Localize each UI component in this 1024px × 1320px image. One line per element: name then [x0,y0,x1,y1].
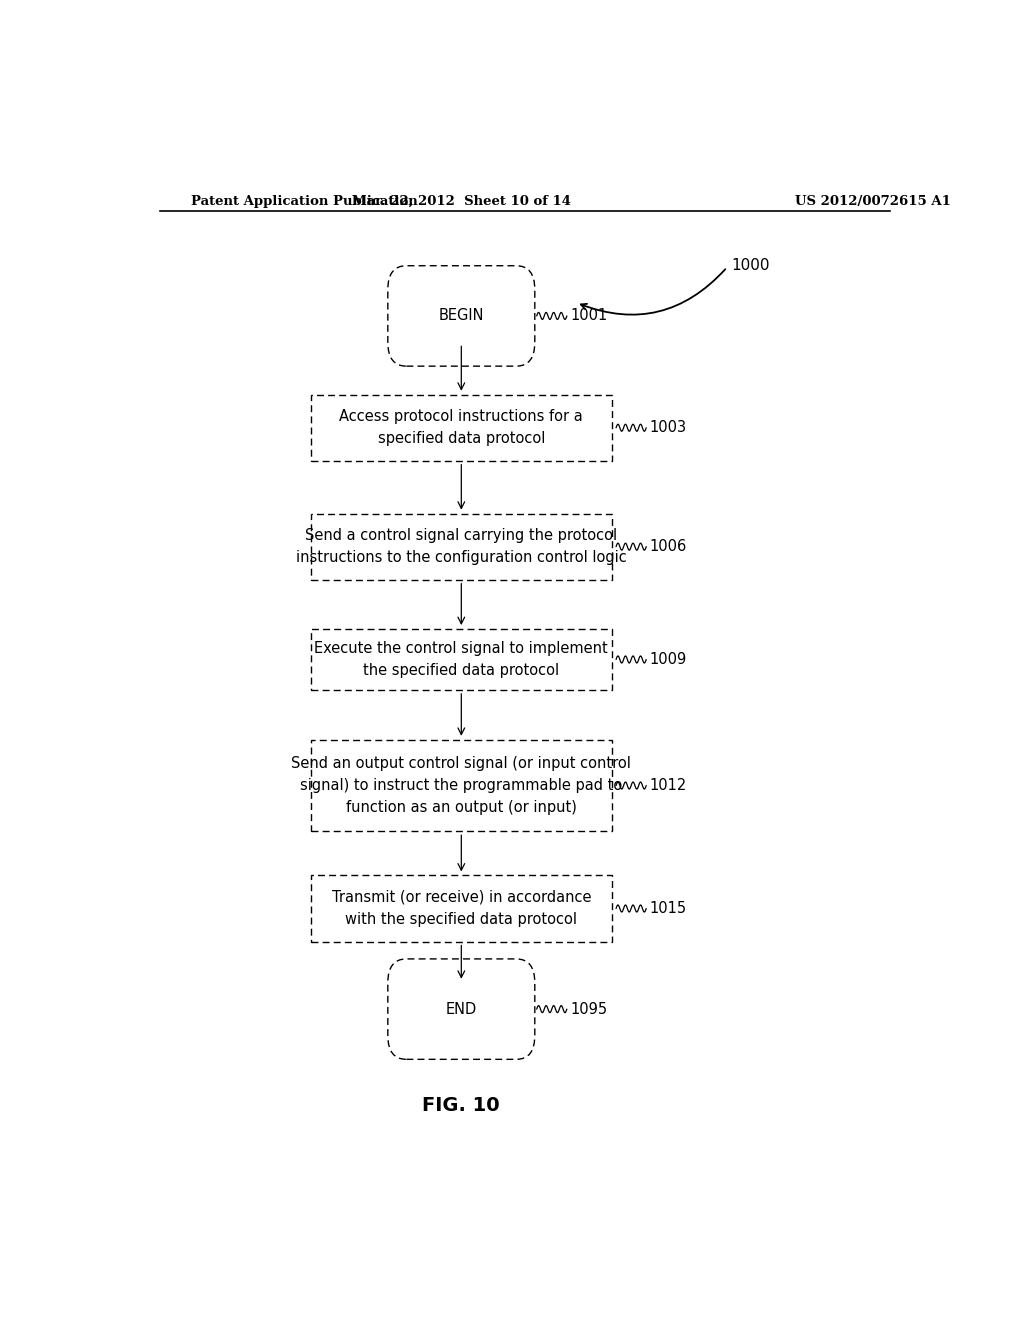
Bar [310,739,612,832]
Bar [310,395,612,461]
Text: signal) to instruct the programmable pad to: signal) to instruct the programmable pad… [300,777,623,793]
Text: specified data protocol: specified data protocol [378,432,545,446]
Text: 1000: 1000 [731,257,770,273]
Text: BEGIN: BEGIN [438,309,484,323]
Text: instructions to the configuration control logic: instructions to the configuration contro… [296,550,627,565]
FancyBboxPatch shape [388,265,535,366]
Text: with the specified data protocol: with the specified data protocol [345,912,578,927]
Bar [310,513,612,579]
Text: the specified data protocol: the specified data protocol [364,663,559,678]
Text: 1003: 1003 [649,420,686,436]
Text: Execute the control signal to implement: Execute the control signal to implement [314,640,608,656]
Text: Patent Application Publication: Patent Application Publication [191,194,418,207]
Text: US 2012/0072615 A1: US 2012/0072615 A1 [795,194,950,207]
Text: 1015: 1015 [649,902,686,916]
Text: Access protocol instructions for a: Access protocol instructions for a [339,409,584,424]
Text: END: END [445,1002,477,1016]
Text: function as an output (or input): function as an output (or input) [346,800,577,816]
Text: 1001: 1001 [570,309,607,323]
Text: 1095: 1095 [570,1002,607,1016]
Bar [310,630,612,690]
Text: Mar. 22, 2012  Sheet 10 of 14: Mar. 22, 2012 Sheet 10 of 14 [352,194,570,207]
Text: FIG. 10: FIG. 10 [423,1096,500,1115]
Text: Send a control signal carrying the protocol: Send a control signal carrying the proto… [305,528,617,543]
Text: 1012: 1012 [649,777,687,793]
Text: 1009: 1009 [649,652,687,667]
Text: Transmit (or receive) in accordance: Transmit (or receive) in accordance [332,890,591,904]
Text: 1006: 1006 [649,539,687,554]
Bar [310,875,612,941]
FancyBboxPatch shape [388,958,535,1060]
Text: Send an output control signal (or input control: Send an output control signal (or input … [292,755,631,771]
